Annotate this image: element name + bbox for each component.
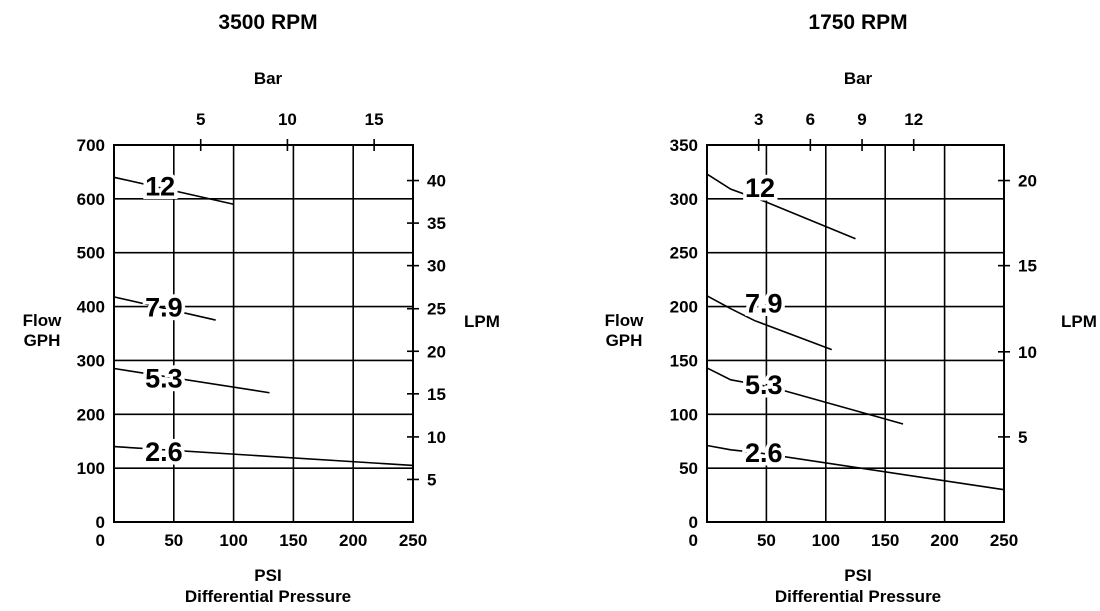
y-tick-label: 50 bbox=[679, 459, 698, 478]
series-line-12 bbox=[113, 176, 234, 206]
y-axis-label-unit: GPH bbox=[24, 331, 61, 350]
y-axis-label: Flow bbox=[605, 311, 644, 330]
chart-title: 1750 RPM bbox=[808, 11, 907, 34]
top-tick-label: 3 bbox=[754, 110, 763, 129]
x-tick-label: 0 bbox=[96, 531, 105, 550]
series-label: 7.9 bbox=[145, 293, 183, 323]
x-tick-label: 200 bbox=[930, 531, 958, 550]
series-label: 7.9 bbox=[745, 288, 783, 318]
y-tick-label: 0 bbox=[96, 513, 105, 532]
y-tick-label: 200 bbox=[77, 405, 105, 424]
series-label: 12 bbox=[745, 173, 775, 203]
x-tick-label: 50 bbox=[164, 531, 183, 550]
x-tick-label: 250 bbox=[399, 531, 427, 550]
y-tick-label: 250 bbox=[670, 244, 698, 263]
x-tick-label: 250 bbox=[990, 531, 1018, 550]
series-line-5-3 bbox=[113, 367, 270, 394]
x-axis-label-sub: Differential Pressure bbox=[185, 587, 351, 606]
series-line-2-6 bbox=[706, 444, 1005, 491]
y-tick-label: 700 bbox=[77, 136, 105, 155]
series-label: 5.3 bbox=[145, 364, 183, 394]
y-axis-label: Flow bbox=[23, 311, 62, 330]
right-tick-label: 10 bbox=[427, 428, 446, 447]
x-tick-label: 150 bbox=[871, 531, 899, 550]
plot-frame bbox=[706, 144, 1005, 523]
series-line-12 bbox=[706, 173, 856, 240]
top-tick-label: 6 bbox=[806, 110, 815, 129]
y2-axis-label: LPM bbox=[464, 312, 500, 331]
y-tick-label: 400 bbox=[77, 298, 105, 317]
series-line-5-3 bbox=[706, 367, 904, 425]
series-label: 2.6 bbox=[745, 438, 783, 468]
series-label: 5.3 bbox=[745, 370, 783, 400]
y-tick-label: 300 bbox=[77, 351, 105, 370]
right-tick-label: 30 bbox=[427, 257, 446, 276]
series-line-7-9 bbox=[113, 296, 216, 321]
y-tick-label: 350 bbox=[670, 136, 698, 155]
x-tick-label: 100 bbox=[219, 531, 247, 550]
top-tick-label: 5 bbox=[196, 110, 205, 129]
right-tick-label: 40 bbox=[427, 172, 446, 191]
right-tick-label: 35 bbox=[427, 214, 446, 233]
top-tick-label: 10 bbox=[278, 110, 297, 129]
series-label: 12 bbox=[145, 171, 175, 201]
series-line-2-6 bbox=[113, 445, 414, 467]
y-tick-label: 500 bbox=[77, 244, 105, 263]
y-axis-label-unit: GPH bbox=[606, 331, 643, 350]
y-tick-label: 300 bbox=[670, 190, 698, 209]
x-axis-label: PSI bbox=[254, 566, 281, 585]
series-label: 2.6 bbox=[145, 437, 183, 467]
y2-axis-label: LPM bbox=[1061, 312, 1097, 331]
top-tick-label: 15 bbox=[365, 110, 384, 129]
chart-0: 3500 RPM Bar 0 100 200 300 400 500 600 700 0 50 100 1… bbox=[23, 11, 500, 606]
top-axis-label: Bar bbox=[254, 69, 283, 88]
right-tick-label: 10 bbox=[1018, 343, 1037, 362]
right-tick-label: 20 bbox=[427, 342, 446, 361]
chart-title: 3500 RPM bbox=[218, 11, 317, 34]
x-axis-label-sub: Differential Pressure bbox=[775, 587, 941, 606]
y-tick-label: 200 bbox=[670, 298, 698, 317]
y-tick-label: 0 bbox=[689, 513, 698, 532]
right-tick-label: 20 bbox=[1018, 172, 1037, 191]
y-tick-label: 150 bbox=[670, 351, 698, 370]
right-tick-label: 15 bbox=[427, 385, 446, 404]
top-tick-label: 12 bbox=[904, 110, 923, 129]
x-axis-label: PSI bbox=[844, 566, 871, 585]
right-tick-label: 5 bbox=[427, 470, 436, 489]
right-tick-label: 25 bbox=[427, 300, 446, 319]
x-tick-label: 0 bbox=[689, 531, 698, 550]
y-tick-label: 100 bbox=[670, 405, 698, 424]
right-tick-label: 5 bbox=[1018, 428, 1027, 447]
plot-frame bbox=[113, 144, 414, 523]
chart-1: 1750 RPM Bar 0 50 100 150 200 250 300 350 0 50 100 15… bbox=[605, 11, 1097, 606]
x-tick-label: 150 bbox=[279, 531, 307, 550]
series-line-7-9 bbox=[706, 295, 833, 351]
right-tick-label: 15 bbox=[1018, 257, 1037, 276]
y-tick-label: 600 bbox=[77, 190, 105, 209]
x-tick-label: 100 bbox=[812, 531, 840, 550]
top-tick-label: 9 bbox=[857, 110, 866, 129]
top-axis-label: Bar bbox=[844, 69, 873, 88]
x-tick-label: 200 bbox=[339, 531, 367, 550]
y-tick-label: 100 bbox=[77, 459, 105, 478]
x-tick-label: 50 bbox=[757, 531, 776, 550]
